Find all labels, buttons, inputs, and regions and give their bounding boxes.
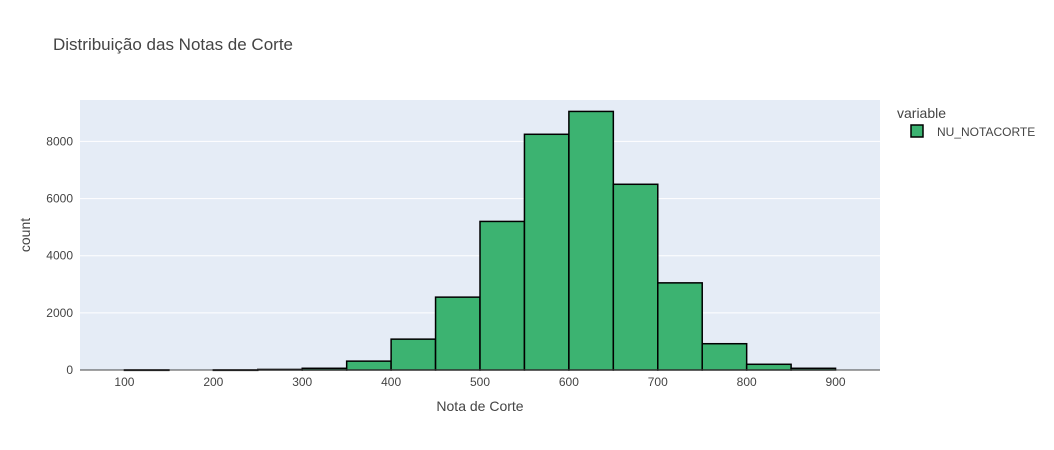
x-tick-label: 600 xyxy=(559,375,579,389)
histogram-bars xyxy=(123,110,837,372)
x-tick-label: 400 xyxy=(381,375,401,389)
y-tick-label: 8000 xyxy=(46,134,73,148)
histogram-bar[interactable] xyxy=(612,183,659,371)
legend-entry-label[interactable]: NU_NOTACORTE xyxy=(937,125,1035,139)
y-tick-label: 4000 xyxy=(46,249,73,263)
x-tick-label: 700 xyxy=(648,375,668,389)
x-tick-label: 800 xyxy=(737,375,757,389)
x-tick-label: 300 xyxy=(292,375,312,389)
x-tick-label: 100 xyxy=(114,375,134,389)
histogram-bar[interactable] xyxy=(745,363,792,371)
legend-swatch[interactable] xyxy=(910,124,924,138)
x-axis-title: Nota de Corte xyxy=(436,398,523,414)
histogram-bar[interactable] xyxy=(701,342,748,371)
x-tick-label: 500 xyxy=(470,375,490,389)
y-axis-ticks: 0 2000 4000 6000 8000 xyxy=(46,134,73,377)
x-tick-label: 900 xyxy=(826,375,846,389)
x-tick-label: 200 xyxy=(203,375,223,389)
legend-title: variable xyxy=(897,105,946,121)
histogram-bar[interactable] xyxy=(345,360,392,371)
y-tick-label: 2000 xyxy=(46,306,73,320)
legend[interactable]: variable NU_NOTACORTE xyxy=(897,105,1035,139)
chart-title: Distribuição das Notas de Corte xyxy=(53,35,293,54)
histogram-bar[interactable] xyxy=(434,296,481,371)
y-tick-label: 6000 xyxy=(46,192,73,206)
histogram-bar[interactable] xyxy=(523,133,570,371)
y-tick-label: 0 xyxy=(66,363,73,377)
histogram-bar[interactable] xyxy=(390,338,437,371)
y-axis-title: count xyxy=(17,218,33,252)
histogram-bar[interactable] xyxy=(657,282,703,371)
histogram-bar[interactable] xyxy=(568,110,615,371)
histogram-bar[interactable] xyxy=(479,220,526,371)
x-axis-ticks: 100 200 300 400 500 600 700 800 900 xyxy=(114,375,845,389)
